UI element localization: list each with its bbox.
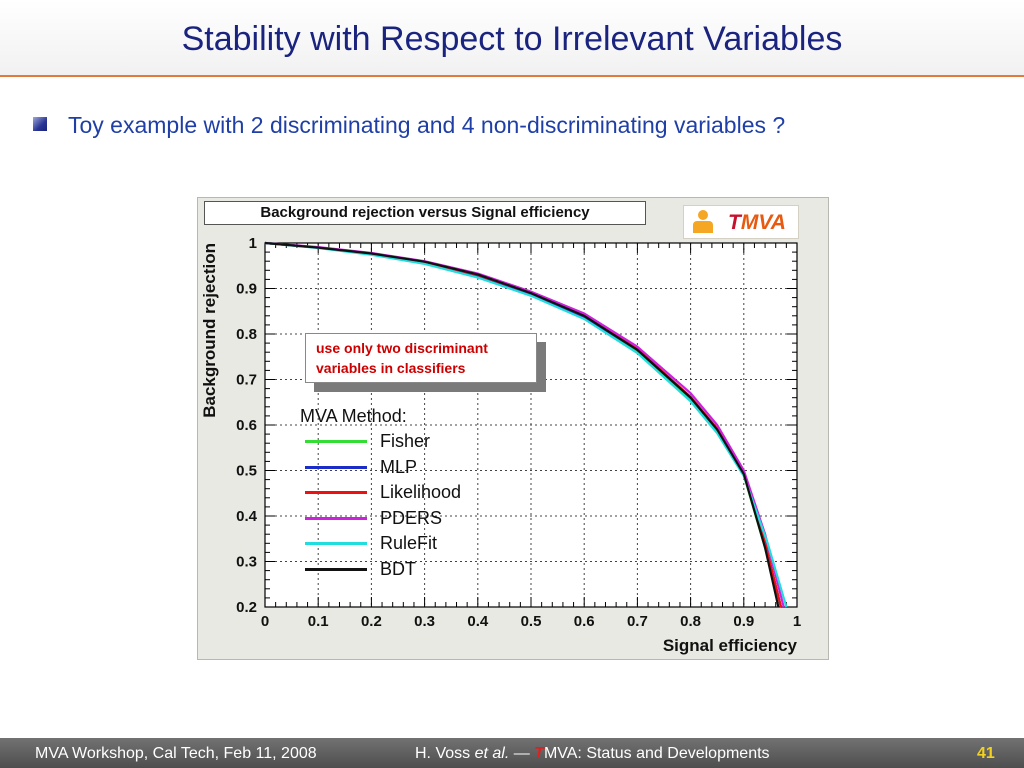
x-tick-label: 0.2 bbox=[361, 613, 382, 630]
legend-swatch-mlp bbox=[305, 465, 367, 469]
series-line-bdt bbox=[264, 241, 780, 608]
annotation-line-1: use only two discriminant bbox=[316, 340, 488, 356]
slide-title: Stability with Respect to Irrelevant Var… bbox=[181, 20, 843, 58]
x-tick-label: 0.6 bbox=[574, 613, 595, 630]
legend-label-mlp: MLP bbox=[380, 456, 418, 477]
footer-event: MVA Workshop, Cal Tech, Feb 11, 2008 bbox=[35, 745, 317, 762]
footer-talk: H. Voss et al. — TMVA: Status and Develo… bbox=[415, 745, 770, 762]
annotation-box: use only two discriminant variables in c… bbox=[305, 333, 537, 383]
y-tick-label: 1 bbox=[249, 235, 257, 252]
legend-swatch-pders bbox=[305, 516, 367, 520]
x-tick-label: 0.9 bbox=[733, 613, 754, 630]
page-number: 41 bbox=[977, 745, 995, 762]
title-bar: Stability with Respect to Irrelevant Var… bbox=[0, 0, 1024, 77]
y-tick-label: 0.8 bbox=[236, 326, 257, 343]
x-tick-label: 0 bbox=[261, 613, 269, 630]
logo-text: TMVA bbox=[728, 211, 786, 234]
logo-figure-body-icon bbox=[693, 221, 713, 233]
y-tick-label: 0.4 bbox=[236, 508, 258, 525]
legend-swatch-rulefit bbox=[305, 542, 367, 545]
logo-figure-head-icon bbox=[698, 210, 708, 220]
roc-chart: 0 0.1 0.2 0.3 0.4 0.5 0.6 0.7 0.8 0.9 1 0.2 0.3 0.4 0.… bbox=[200, 235, 801, 655]
legend-label-pders: PDERS bbox=[380, 507, 443, 528]
legend-swatch-bdt bbox=[305, 567, 367, 571]
bullet-square-icon bbox=[33, 117, 47, 131]
plot-border bbox=[264, 242, 798, 608]
legend-label-rulefit: RuleFit bbox=[380, 533, 438, 553]
x-tick-label: 0.5 bbox=[521, 613, 542, 630]
y-axis-label: Background rejection bbox=[200, 243, 219, 418]
x-tick-label: 0.7 bbox=[627, 613, 648, 630]
y-tick-label: 0.2 bbox=[236, 599, 257, 616]
y-tick-label: 0.5 bbox=[236, 463, 257, 480]
annotation-line-2: variables in classifiers bbox=[316, 360, 466, 376]
footer: MVA Workshop, Cal Tech, Feb 11, 2008 H. … bbox=[0, 738, 1024, 768]
y-tick-label: 0.6 bbox=[236, 417, 257, 434]
chart-title: Background rejection versus Signal effic… bbox=[204, 201, 646, 225]
x-tick-label: 0.4 bbox=[467, 613, 489, 630]
tmva-logo: TMVA bbox=[683, 205, 799, 239]
x-tick-label: 0.1 bbox=[308, 613, 329, 630]
x-tick-label: 0.3 bbox=[414, 613, 435, 630]
legend-label-fisher: Fisher bbox=[380, 431, 431, 451]
x-tick-label: 0.8 bbox=[680, 613, 701, 630]
y-tick-label: 0.9 bbox=[236, 281, 257, 298]
legend-label-bdt: BDT bbox=[380, 558, 416, 579]
y-tick-label: 0.7 bbox=[236, 372, 257, 389]
x-axis-label: Signal efficiency bbox=[663, 636, 798, 655]
x-tick-label: 1 bbox=[793, 613, 801, 630]
legend-swatch-likelihood bbox=[305, 491, 367, 494]
bullet-text: Toy example with 2 discriminating and 4 … bbox=[68, 112, 786, 138]
legend-label-likelihood: Likelihood bbox=[380, 482, 462, 502]
y-tick-label: 0.3 bbox=[236, 554, 257, 571]
legend-swatch-fisher bbox=[305, 440, 367, 443]
legend-title: MVA Method: bbox=[300, 406, 407, 426]
